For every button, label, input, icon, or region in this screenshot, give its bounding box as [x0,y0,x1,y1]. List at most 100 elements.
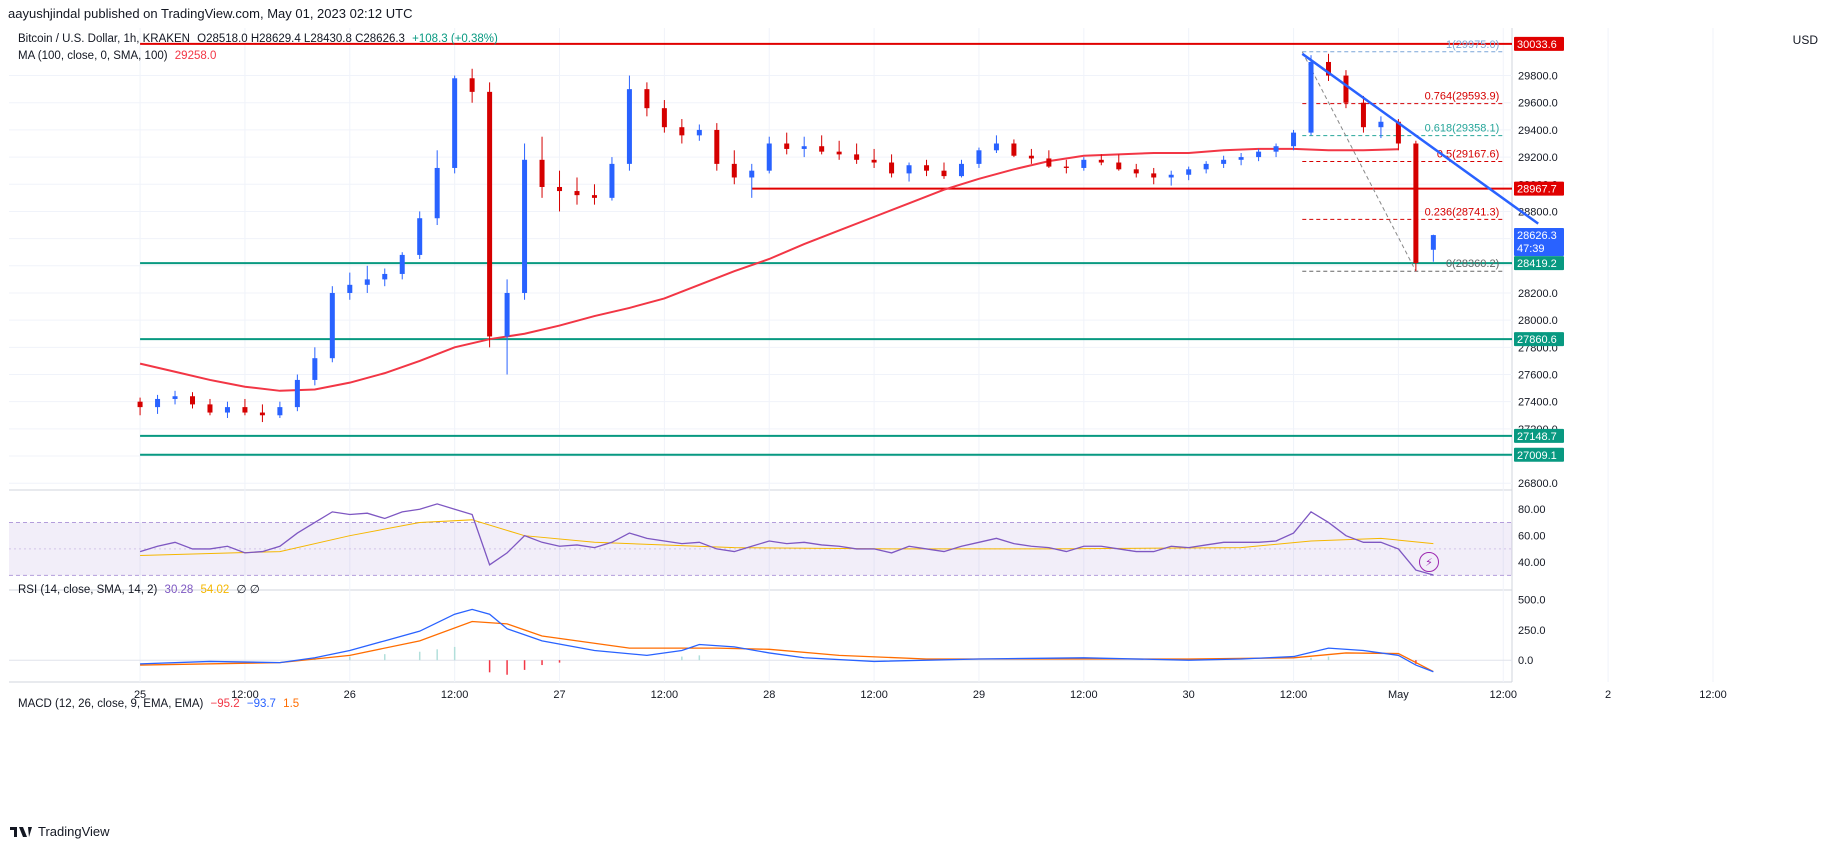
fib-level-label: 0.5(29167.6) [1437,148,1499,160]
rsi-ma-line [140,519,1434,557]
macd-label: MACD (12, 26, close, 9, EMA, EMA) [18,698,204,710]
candle-body [1308,61,1314,133]
candle-body [172,396,178,399]
fib-level-label: 0(28360.2) [1446,258,1499,270]
candle-body [784,143,790,149]
candle-body [1221,159,1227,164]
candle-body [1116,162,1122,170]
x-tick-label: 2 [1605,689,1611,701]
fib-level-label: 0.618(29358.1) [1425,123,1500,135]
macd-tick-label: 250.0 [1518,625,1546,637]
candle-body [1343,75,1349,103]
candle-body [976,150,982,164]
rsi-line [139,503,1434,576]
rsi-extra: ∅ ∅ [236,584,260,596]
x-tick-label: 12:00 [1280,689,1308,701]
candle-body [242,407,248,413]
price-label: 28967.7 [1517,184,1557,196]
x-tick-label: 12:00 [231,689,259,701]
candle-body [696,129,702,136]
candle-body [941,170,947,177]
rsi-ma-value: 54.02 [200,584,230,596]
ma100-line [139,147,1399,392]
publisher-credit: aayushjindal published on TradingView.co… [8,6,413,21]
candle-body [609,163,615,198]
candle-body [259,412,265,416]
currency-label: USD [1792,33,1818,47]
candle-body [1063,166,1069,168]
y-tick-label: 27600.0 [1518,370,1558,382]
candle-body [399,254,405,274]
candle-body [1378,121,1384,128]
x-tick-label: 29 [973,689,985,701]
candle-body [347,284,353,293]
candle-body [539,159,545,187]
candle-body [626,89,632,164]
candle-body [224,407,230,413]
candle-body [1081,159,1087,168]
y-tick-label: 29800.0 [1518,71,1558,83]
candle-body [749,170,755,178]
x-tick-label: 25 [134,689,146,701]
candle-body [452,78,458,168]
rsi-value: 30.28 [164,584,194,596]
trendline[interactable] [1301,52,1539,225]
candle-body [312,358,318,380]
price-label-box [1514,332,1564,347]
ma-legend: MA (100, close, 0, SMA, 100) 29258.0 [18,50,220,62]
candle-body [1133,169,1139,174]
x-tick-label: May [1388,689,1409,701]
candle-body [958,163,964,177]
price-label-box [1514,447,1564,462]
candle-body [906,165,912,174]
x-tick-label: 12:00 [1699,689,1727,701]
candle-body [1291,132,1297,147]
macd-tick-label: 500.0 [1518,595,1546,607]
fib-level-label: 0.236(28741.3) [1425,206,1500,218]
ma-label: MA (100, close, 0, SMA, 100) [18,50,168,62]
x-tick-label: 12:00 [651,689,679,701]
candle-body [1238,157,1244,160]
bolt-icon[interactable]: ⚡ [1419,552,1439,572]
fib-level-label: 0.764(29593.9) [1425,91,1500,103]
price-countdown: 47:39 [1517,243,1545,255]
candle-body [889,162,895,174]
macd-tick-label: 0.0 [1518,655,1533,667]
candle-body [1168,174,1174,178]
candle-body [522,159,528,293]
rsi-label: RSI (14, close, SMA, 14, 2) [18,584,158,596]
candle-body [1098,159,1104,163]
tradingview-logo-icon [10,826,32,837]
candle-body [1203,163,1209,170]
price-label: 27148.7 [1517,431,1557,443]
candle-body [1046,158,1052,167]
fib-diagonal [1301,51,1417,272]
candle-body [207,404,213,413]
price-label-box [1514,181,1564,196]
macd-value: −93.7 [246,698,276,710]
candle-body [574,191,580,196]
candle-body [487,91,493,337]
candle-body [661,108,667,128]
fib-level-label: 1(29975.0) [1446,39,1499,51]
price-label: 30033.6 [1517,39,1557,51]
x-tick-label: 30 [1183,689,1195,701]
candle-body [1256,151,1262,158]
x-tick-label: 12:00 [1070,689,1098,701]
candle-body [137,401,143,408]
candle-body [1325,61,1331,76]
candle-body [731,163,737,178]
candle-body [1395,121,1401,144]
candle-body [1028,155,1034,159]
ma-value: 29258.0 [174,50,217,62]
symbol-legend: Bitcoin / U.S. Dollar, 1h, KRAKEN O28518… [18,33,502,45]
candle-body [1011,143,1017,156]
candle-body [190,396,196,405]
price-label: 27860.6 [1517,334,1557,346]
price-label-box [1514,256,1564,271]
rsi-tick-label: 60.00 [1518,531,1546,543]
candle-body [329,292,335,359]
candle-body [1151,173,1157,178]
footer: TradingView [10,824,110,839]
